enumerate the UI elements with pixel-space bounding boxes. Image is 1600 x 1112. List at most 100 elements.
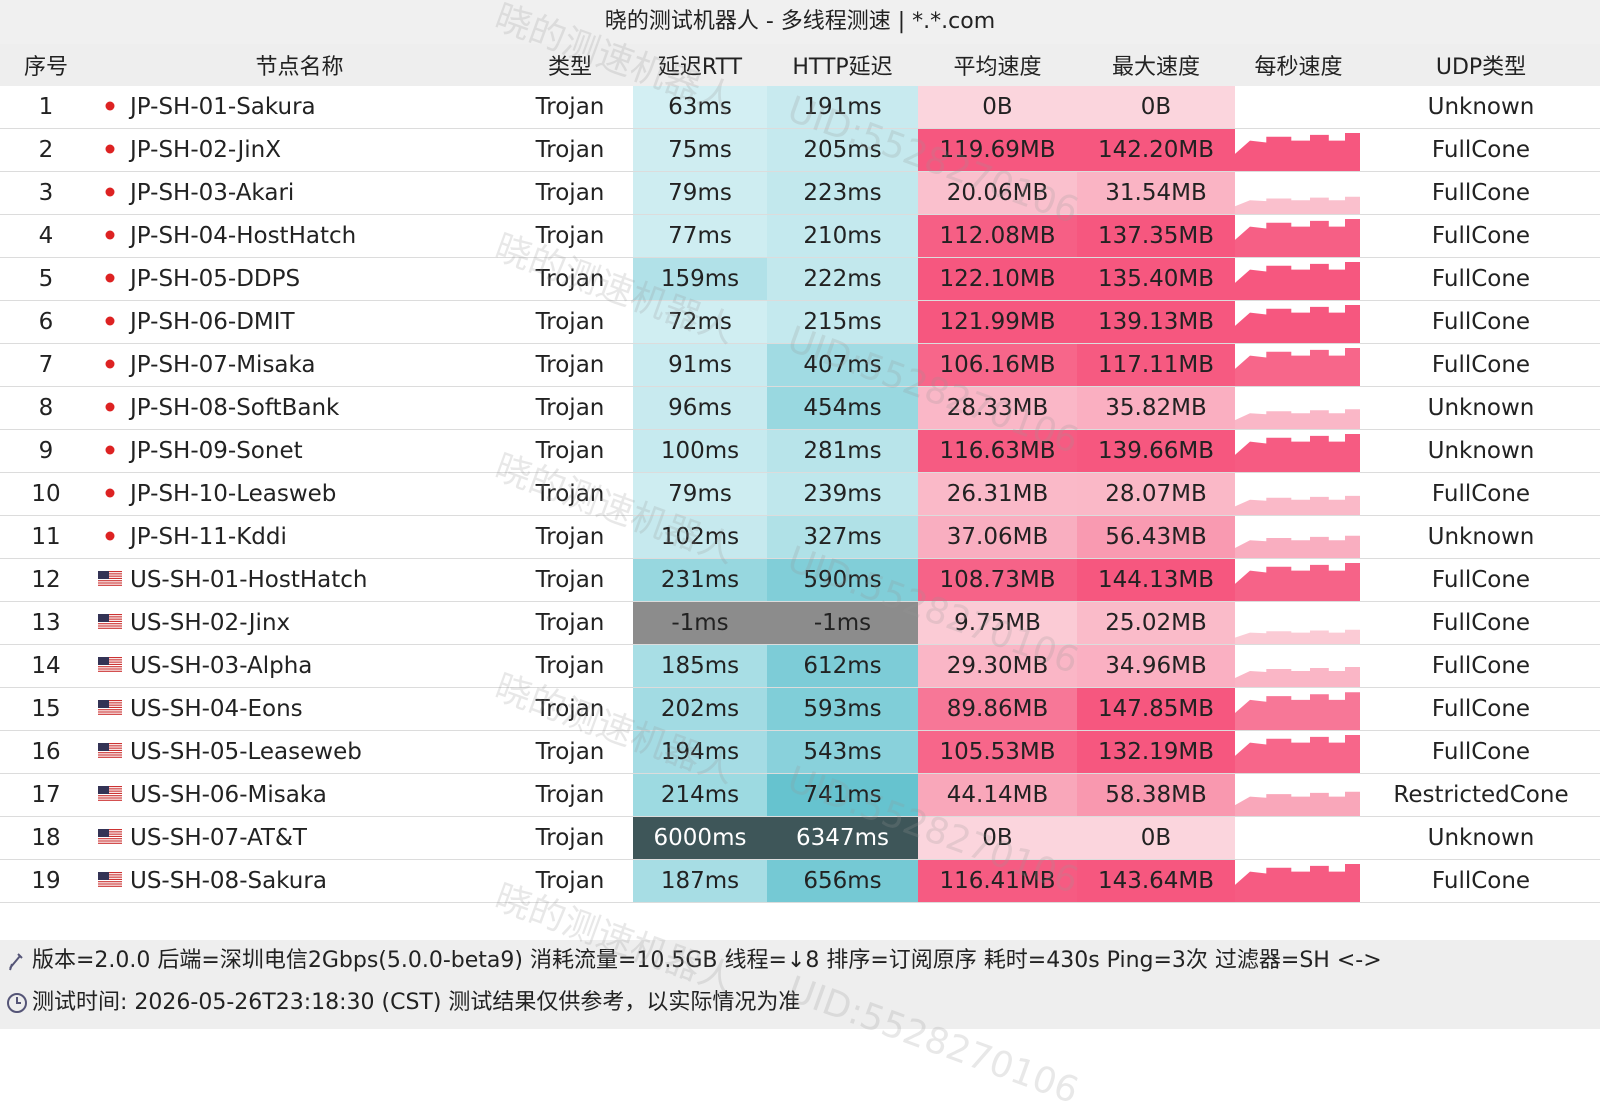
column-header: UDP类型 bbox=[1362, 44, 1600, 86]
speed-sparkline-cell bbox=[1235, 558, 1362, 602]
speed-sparkline bbox=[1235, 692, 1360, 730]
speed-sparkline-cell bbox=[1235, 730, 1362, 774]
node-name-cell: JP-SH-07-Misaka bbox=[92, 343, 507, 387]
sun bbox=[105, 488, 115, 497]
row-number: 13 bbox=[0, 601, 92, 645]
stripe bbox=[98, 878, 122, 880]
flag-icon bbox=[98, 742, 122, 758]
stripe bbox=[98, 615, 122, 617]
protocol: Trojan bbox=[507, 300, 633, 344]
node-name-cell: US-SH-03-Alpha bbox=[92, 644, 507, 688]
stripe bbox=[98, 753, 122, 756]
speed-sparkline bbox=[1235, 563, 1360, 601]
protocol: Trojan bbox=[507, 515, 633, 559]
canton bbox=[98, 828, 109, 837]
node-name-cell: JP-SH-03-Akari bbox=[92, 171, 507, 215]
stripe bbox=[98, 704, 122, 706]
table-row: 13 US-SH-02-Jinx Trojan -1ms -1ms 9.75MB 25.02… bbox=[0, 601, 1600, 645]
row-number: 19 bbox=[0, 859, 92, 903]
node-name: US-SH-01-HostHatch bbox=[130, 567, 368, 593]
row-number: 4 bbox=[0, 214, 92, 258]
stripe bbox=[98, 785, 122, 787]
speed-sparkline-cell bbox=[1235, 86, 1362, 129]
udp-type: FullCone bbox=[1362, 687, 1600, 731]
node-name: JP-SH-01-Sakura bbox=[130, 94, 316, 120]
node-name: JP-SH-03-Akari bbox=[130, 180, 295, 206]
flag-icon bbox=[105, 144, 115, 153]
avg-speed: 28.33MB bbox=[918, 386, 1077, 430]
row-number: 2 bbox=[0, 128, 92, 172]
speed-sparkline-cell bbox=[1235, 687, 1362, 731]
sun bbox=[105, 230, 115, 239]
table-row: 16 US-SH-05-Leaseweb Trojan 194ms 543ms 105.5… bbox=[0, 730, 1600, 774]
protocol: Trojan bbox=[507, 816, 633, 860]
stripe bbox=[98, 796, 122, 799]
udp-type: FullCone bbox=[1362, 730, 1600, 774]
node-name: JP-SH-09-Sonet bbox=[130, 438, 303, 464]
node-name-cell: JP-SH-01-Sakura bbox=[92, 86, 507, 129]
sparkline-area bbox=[1235, 133, 1360, 171]
http-latency: 239ms bbox=[767, 472, 918, 516]
avg-speed: 112.08MB bbox=[918, 214, 1077, 258]
row-number: 16 bbox=[0, 730, 92, 774]
canton bbox=[98, 785, 109, 794]
rtt: -1ms bbox=[633, 601, 767, 645]
sun bbox=[105, 273, 115, 282]
http-latency: -1ms bbox=[767, 601, 918, 645]
speed-sparkline-cell bbox=[1235, 773, 1362, 817]
rtt: 79ms bbox=[633, 472, 767, 516]
stripe bbox=[98, 790, 122, 792]
column-header: HTTP延迟 bbox=[767, 44, 918, 86]
flag-icon bbox=[105, 230, 115, 239]
rtt: 102ms bbox=[633, 515, 767, 559]
rtt: 6000ms bbox=[633, 816, 767, 860]
sparkline-area bbox=[1235, 629, 1360, 644]
http-latency: 593ms bbox=[767, 687, 918, 731]
row-number: 7 bbox=[0, 343, 92, 387]
http-latency: 741ms bbox=[767, 773, 918, 817]
stripe bbox=[98, 620, 122, 622]
speed-sparkline bbox=[1235, 735, 1360, 773]
table-row: 15 US-SH-04-Eons Trojan 202ms 593ms 89.86MB 14… bbox=[0, 687, 1600, 731]
stripe bbox=[98, 837, 122, 839]
table-row: 14 US-SH-03-Alpha Trojan 185ms 612ms 29.30MB 3… bbox=[0, 644, 1600, 688]
udp-type: FullCone bbox=[1362, 171, 1600, 215]
footer: 版本=2.0.0 后端=深圳电信2Gbps(5.0.0-beta9) 消耗流量=… bbox=[0, 940, 1600, 1029]
udp-type: FullCone bbox=[1362, 601, 1600, 645]
stripe bbox=[98, 581, 122, 584]
node-name: US-SH-02-Jinx bbox=[130, 610, 291, 636]
node-name-cell: JP-SH-06-DMIT bbox=[92, 300, 507, 344]
max-speed: 28.07MB bbox=[1077, 472, 1235, 516]
sun bbox=[105, 316, 115, 325]
stripe bbox=[98, 622, 122, 624]
stripe bbox=[98, 742, 122, 744]
udp-type: FullCone bbox=[1362, 472, 1600, 516]
row-number: 5 bbox=[0, 257, 92, 301]
sparkline-area bbox=[1235, 735, 1360, 773]
protocol: Trojan bbox=[507, 687, 633, 731]
table-row: 7 JP-SH-07-Misaka Trojan 91ms 407ms 106.16MB 1… bbox=[0, 343, 1600, 387]
sun bbox=[105, 187, 115, 196]
sparkline-area bbox=[1235, 495, 1360, 515]
speed-sparkline-cell bbox=[1235, 429, 1362, 473]
udp-type: FullCone bbox=[1362, 558, 1600, 602]
sparkline-area bbox=[1235, 563, 1360, 601]
max-speed: 56.43MB bbox=[1077, 515, 1235, 559]
speed-sparkline-cell bbox=[1235, 859, 1362, 903]
node-name: JP-SH-06-DMIT bbox=[130, 309, 295, 335]
row-number: 11 bbox=[0, 515, 92, 559]
sparkline-area bbox=[1235, 535, 1360, 558]
stripe bbox=[98, 701, 122, 703]
stripe bbox=[98, 665, 122, 667]
speed-sparkline bbox=[1235, 262, 1360, 300]
canton bbox=[98, 656, 109, 665]
udp-type: FullCone bbox=[1362, 128, 1600, 172]
avg-speed: 26.31MB bbox=[918, 472, 1077, 516]
flag-icon bbox=[98, 828, 122, 844]
avg-speed: 121.99MB bbox=[918, 300, 1077, 344]
node-name: US-SH-07-AT&T bbox=[130, 825, 307, 851]
rtt: 214ms bbox=[633, 773, 767, 817]
row-number: 15 bbox=[0, 687, 92, 731]
protocol: Trojan bbox=[507, 601, 633, 645]
speed-sparkline-cell bbox=[1235, 214, 1362, 258]
